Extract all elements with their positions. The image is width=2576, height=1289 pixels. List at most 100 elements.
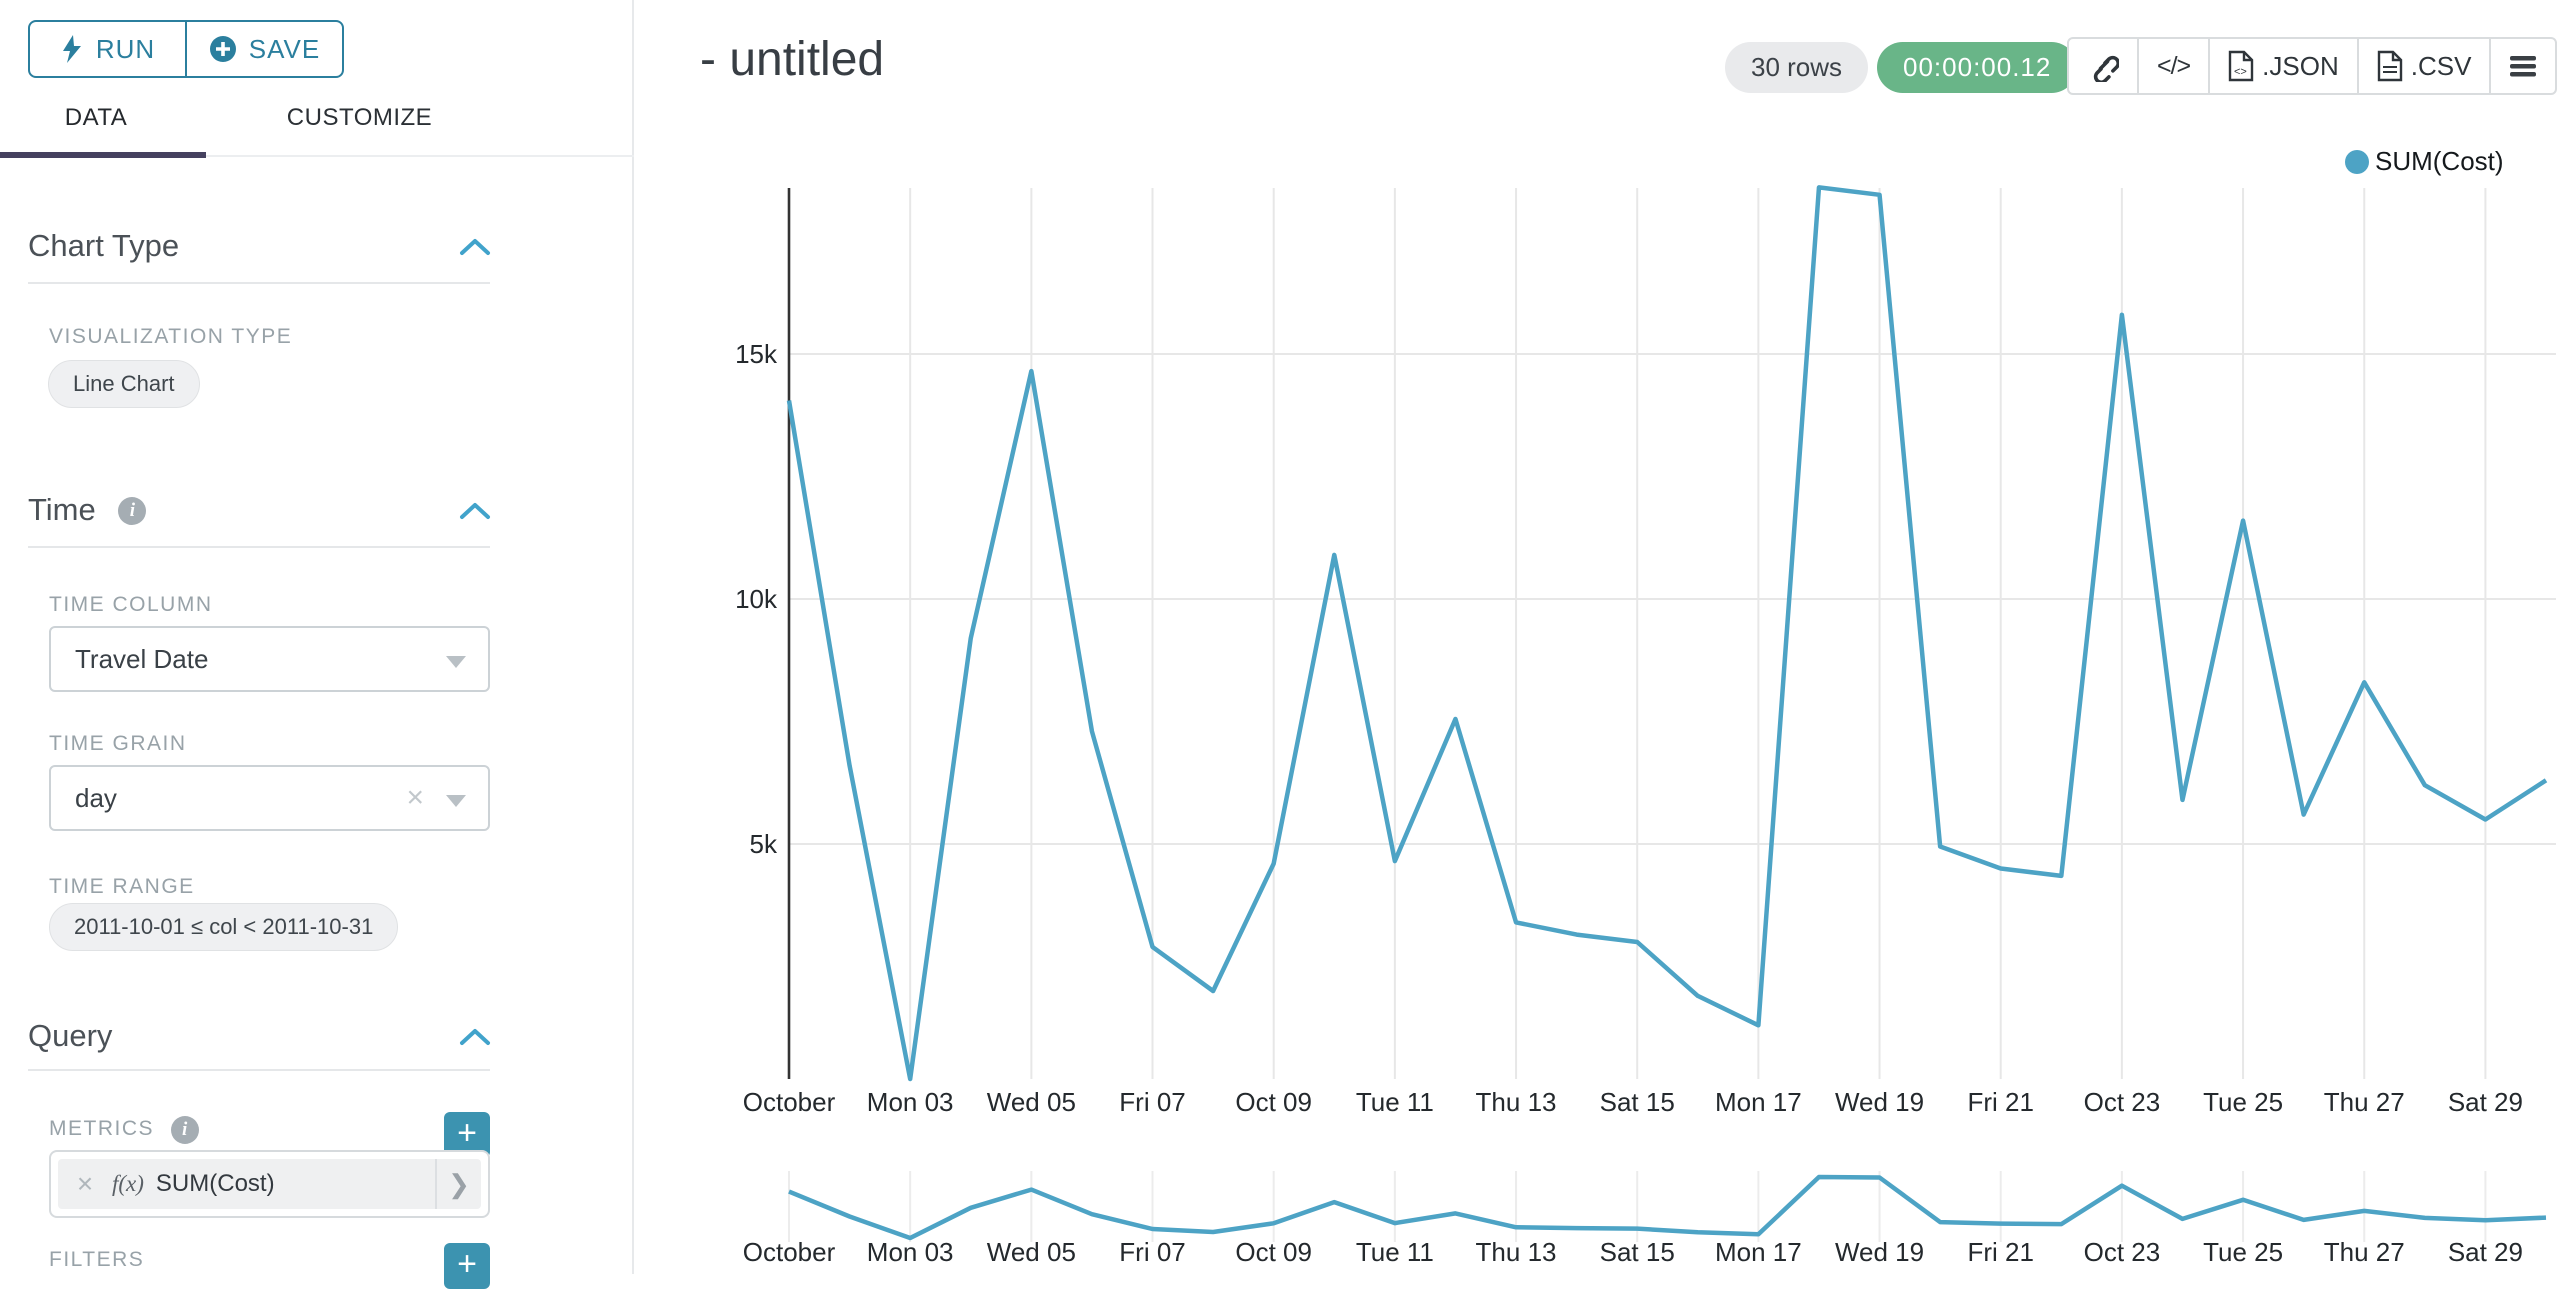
- svg-text:Sat 15: Sat 15: [1600, 1237, 1675, 1267]
- svg-text:Oct 09: Oct 09: [1235, 1237, 1312, 1267]
- info-icon[interactable]: i: [118, 497, 147, 525]
- svg-text:Oct 09: Oct 09: [1235, 1087, 1312, 1117]
- time-grain-value: day: [75, 782, 117, 813]
- svg-text:Tue 25: Tue 25: [2203, 1237, 2283, 1267]
- run-button-label: RUN: [95, 33, 156, 64]
- viz-type-label: VISUALIZATION TYPE: [49, 325, 293, 348]
- viz-type-value: Line Chart: [73, 371, 175, 396]
- info-icon[interactable]: i: [171, 1116, 200, 1144]
- collapse-chevron-icon[interactable]: [459, 502, 491, 520]
- chart-axis-labels: 5k 10k 15k October Mon 03 Wed 05 Fri 07 Oct 09 T…: [735, 339, 2523, 1117]
- section-title-chart-type: Chart Type: [28, 228, 180, 263]
- svg-text:Fri 07: Fri 07: [1119, 1087, 1185, 1117]
- time-grain-label: TIME GRAIN: [49, 732, 187, 755]
- svg-text:<>: <>: [2234, 66, 2247, 78]
- collapse-chevron-icon[interactable]: [459, 238, 491, 256]
- remove-metric-icon[interactable]: ×: [76, 1168, 94, 1199]
- code-icon: </>: [2157, 51, 2191, 80]
- export-json-label: .JSON: [2262, 50, 2339, 81]
- tabbar-border: [0, 155, 634, 157]
- svg-text:Wed 05: Wed 05: [987, 1237, 1076, 1267]
- chart-legend[interactable]: SUM(Cost): [2345, 146, 2504, 177]
- svg-text:10k: 10k: [735, 584, 778, 614]
- chart-menu-button[interactable]: [2489, 39, 2555, 93]
- svg-text:October: October: [743, 1087, 836, 1117]
- share-link-button[interactable]: [2069, 39, 2137, 93]
- plus-circle-icon: [209, 36, 236, 62]
- chart-title[interactable]: - untitled: [700, 33, 885, 86]
- export-json-button[interactable]: <> .JSON: [2208, 39, 2357, 93]
- svg-text:Fri 07: Fri 07: [1119, 1237, 1185, 1267]
- time-column-select[interactable]: Travel Date: [49, 626, 490, 692]
- svg-text:Mon 03: Mon 03: [867, 1237, 954, 1267]
- caret-down-icon: [446, 795, 466, 807]
- metric-value: SUM(Cost): [155, 1170, 275, 1197]
- chevron-right-icon[interactable]: ❯: [435, 1159, 481, 1209]
- rows-count-badge: 30 rows: [1725, 42, 1869, 93]
- svg-text:Thu 13: Thu 13: [1476, 1087, 1557, 1117]
- metrics-label: METRICS i: [49, 1116, 200, 1144]
- section-divider: [28, 546, 490, 548]
- chart-line-series[interactable]: [786, 185, 2548, 1082]
- svg-text:Wed 19: Wed 19: [1835, 1087, 1924, 1117]
- svg-text:Oct 23: Oct 23: [2084, 1237, 2161, 1267]
- chart-gridlines: [788, 188, 2556, 1079]
- save-button[interactable]: SAVE: [185, 22, 342, 76]
- svg-text:Fri 21: Fri 21: [1967, 1237, 2033, 1267]
- section-divider: [28, 282, 490, 284]
- svg-text:Mon 03: Mon 03: [867, 1087, 954, 1117]
- svg-text:Mon 17: Mon 17: [1715, 1087, 1802, 1117]
- file-json-icon: <>: [2228, 50, 2254, 82]
- tab-data[interactable]: DATA: [64, 104, 128, 131]
- clear-icon[interactable]: ×: [406, 781, 424, 814]
- svg-text:Oct 23: Oct 23: [2084, 1087, 2161, 1117]
- minichart-axis-labels: October Mon 03 Wed 05 Fri 07 Oct 09 Tue 11 Thu…: [743, 1237, 2523, 1267]
- svg-text:Tue 11: Tue 11: [1356, 1237, 1434, 1267]
- tab-customize[interactable]: CUSTOMIZE: [286, 104, 433, 131]
- run-button[interactable]: RUN: [30, 22, 185, 76]
- section-title-time: Time i: [28, 492, 147, 528]
- svg-text:Mon 17: Mon 17: [1715, 1237, 1802, 1267]
- time-range-pill[interactable]: 2011-10-01 ≤ col < 2011-10-31: [49, 903, 399, 951]
- export-csv-button[interactable]: .CSV: [2356, 39, 2490, 93]
- time-range-label: TIME RANGE: [49, 875, 195, 898]
- time-column-value: Travel Date: [75, 643, 209, 674]
- export-csv-label: .CSV: [2410, 50, 2472, 81]
- svg-text:15k: 15k: [735, 339, 778, 369]
- file-csv-icon: [2377, 50, 2402, 82]
- export-toolbar: </> <> .JSON .CSV: [2067, 37, 2558, 95]
- svg-text:Tue 25: Tue 25: [2203, 1087, 2283, 1117]
- svg-text:Wed 19: Wed 19: [1835, 1237, 1924, 1267]
- metrics-field: × f(x) SUM(Cost) ❯: [49, 1150, 490, 1218]
- svg-text:Tue 11: Tue 11: [1356, 1087, 1434, 1117]
- time-range-value: 2011-10-01 ≤ col < 2011-10-31: [74, 914, 374, 939]
- svg-text:Thu 13: Thu 13: [1476, 1237, 1557, 1267]
- svg-text:October: October: [743, 1237, 836, 1267]
- time-grain-select[interactable]: day ×: [49, 765, 490, 831]
- svg-text:Wed 05: Wed 05: [987, 1087, 1076, 1117]
- section-divider: [28, 1069, 490, 1071]
- link-icon: [2093, 55, 2119, 82]
- svg-text:Sat 29: Sat 29: [2448, 1237, 2523, 1267]
- hamburger-menu-icon: [2510, 56, 2537, 77]
- metric-token[interactable]: × f(x) SUM(Cost) ❯: [58, 1159, 481, 1209]
- section-title-query: Query: [28, 1018, 113, 1053]
- collapse-chevron-icon[interactable]: [459, 1028, 491, 1046]
- filters-label: FILTERS: [49, 1248, 145, 1271]
- legend-label: SUM(Cost): [2375, 146, 2504, 176]
- save-button-label: SAVE: [248, 33, 321, 64]
- svg-text:Sat 15: Sat 15: [1600, 1087, 1675, 1117]
- lightning-icon: [62, 35, 81, 63]
- viz-type-pill[interactable]: Line Chart: [48, 360, 200, 408]
- embed-code-button[interactable]: </>: [2137, 39, 2208, 93]
- time-column-label: TIME COLUMN: [49, 593, 213, 616]
- svg-text:Thu 27: Thu 27: [2324, 1087, 2405, 1117]
- svg-text:5k: 5k: [750, 829, 778, 859]
- svg-text:Fri 21: Fri 21: [1967, 1087, 2033, 1117]
- function-icon: f(x): [112, 1171, 144, 1196]
- svg-text:Sat 29: Sat 29: [2448, 1087, 2523, 1117]
- control-panel-sidebar: RUN SAVE DATA CUSTOMIZE Chart Type VISUA…: [0, 0, 634, 1289]
- minichart-brush-series[interactable]: [788, 1174, 2547, 1241]
- minichart-ticks: [788, 1171, 2487, 1242]
